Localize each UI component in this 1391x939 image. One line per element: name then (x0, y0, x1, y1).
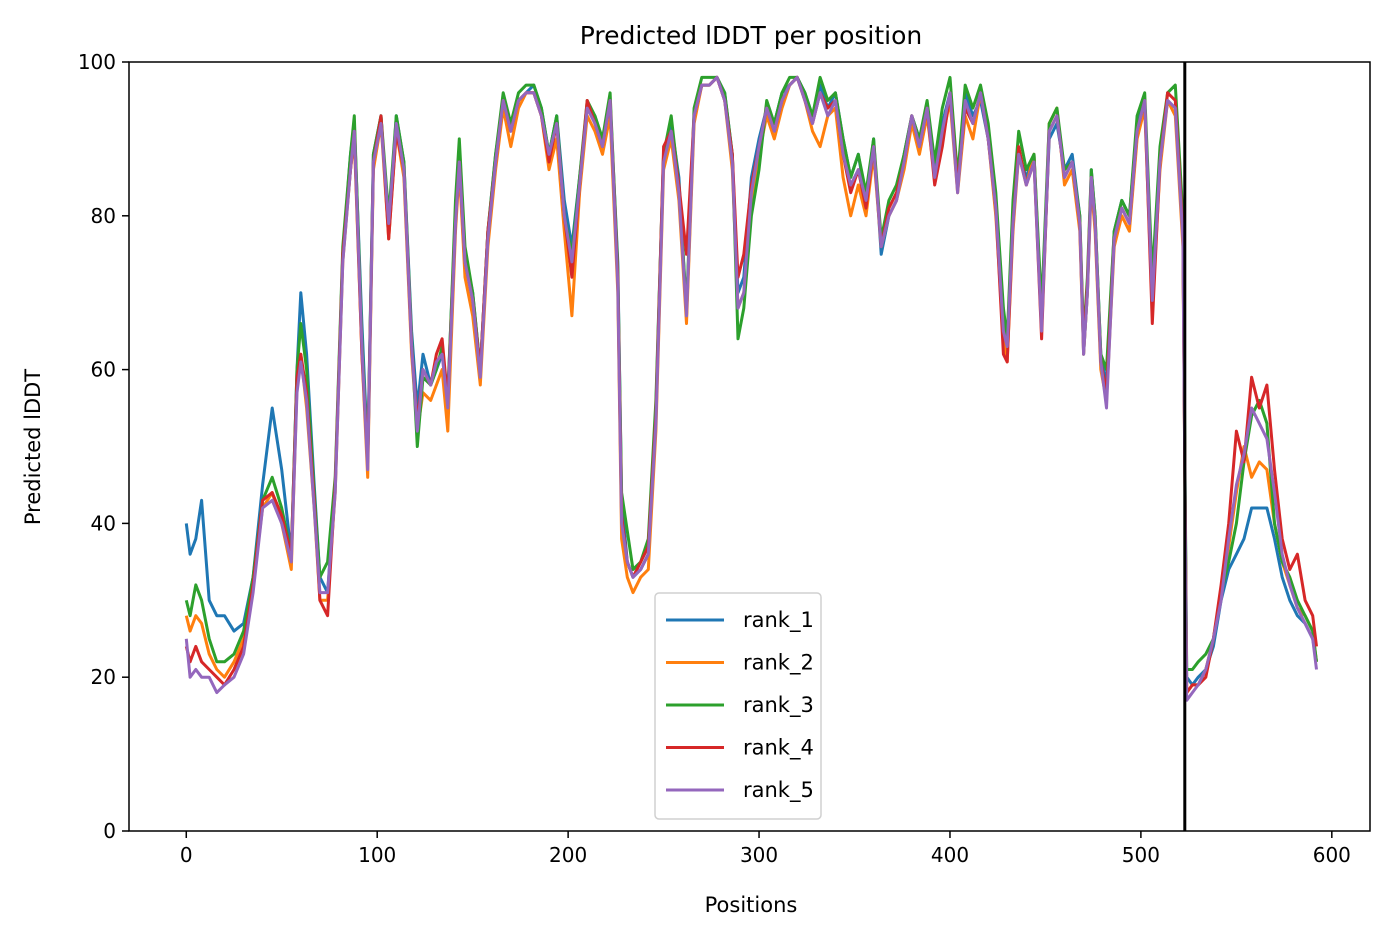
x-tick-label: 400 (931, 843, 969, 867)
plot-frame (128, 61, 1371, 832)
y-tick-label: 60 (91, 358, 116, 382)
legend-label-rank_1: rank_1 (743, 608, 814, 633)
y-axis-label: Predicted lDDT (21, 369, 45, 525)
x-axis-label: Positions (705, 893, 798, 917)
y-tick-label: 20 (91, 665, 116, 689)
legend-label-rank_2: rank_2 (743, 651, 814, 676)
legend-label-rank_5: rank_5 (743, 778, 814, 803)
x-ticks-group: 0 100 200 300 400 500 600 (180, 831, 1351, 867)
x-tick-label: 500 (1122, 843, 1160, 867)
y-tick-label: 0 (103, 819, 116, 843)
x-tick-label: 300 (740, 843, 778, 867)
x-tick-label: 0 (180, 843, 193, 867)
legend-box (654, 592, 822, 820)
x-tick-label: 600 (1313, 843, 1351, 867)
legend: rank_1 rank_2 rank_3 rank_4 rank_5 (654, 592, 822, 820)
series-line-rank_5 (184, 75, 1318, 702)
y-tick-label: 40 (91, 511, 116, 535)
x-tick-label: 200 (549, 843, 587, 867)
plot-lines-group (184, 75, 1318, 702)
y-tick-label: 100 (78, 50, 116, 74)
x-tick-label: 100 (358, 843, 396, 867)
chart-title: Predicted lDDT per position (580, 21, 922, 50)
legend-label-rank_3: rank_3 (743, 693, 814, 718)
y-tick-label: 80 (91, 204, 116, 228)
y-ticks-group: 0 20 40 60 80 100 (78, 50, 129, 843)
legend-label-rank_4: rank_4 (743, 736, 814, 761)
